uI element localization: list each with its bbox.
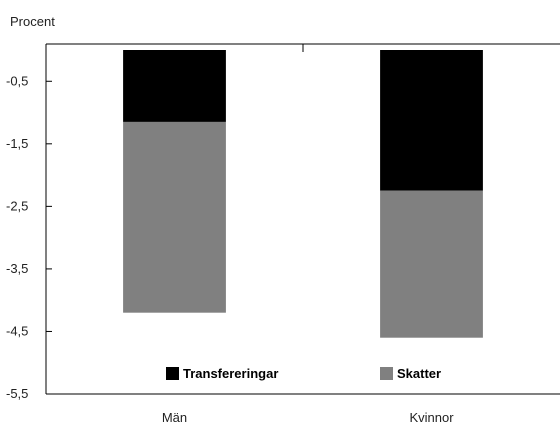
bar-transfereringar-0 xyxy=(123,50,226,122)
bar-transfereringar-1 xyxy=(380,50,483,191)
bar-skatter-0 xyxy=(123,121,226,313)
legend: Transfereringar Skatter xyxy=(166,366,441,381)
y-tick-label-3: -3,5 xyxy=(6,261,28,276)
y-ticks-layer: -0,5 -1,5 -2,5 -3,5 -4,5 -5,5 xyxy=(6,73,52,401)
legend-swatch-transfereringar xyxy=(166,367,179,380)
y-tick-label-2: -2,5 xyxy=(6,198,28,213)
x-category-label-1: Kvinnor xyxy=(409,410,454,425)
y-tick-label-4: -4,5 xyxy=(6,323,28,338)
y-tick-label-0: -0,5 xyxy=(6,73,28,88)
y-tick-label-1: -1,5 xyxy=(6,136,28,151)
x-category-label-0: Män xyxy=(162,410,187,425)
bar-skatter-1 xyxy=(380,190,483,338)
legend-label-transfereringar: Transfereringar xyxy=(183,366,278,381)
y-tick-label-5: -5,5 xyxy=(6,386,28,401)
bars-layer xyxy=(123,50,483,338)
y-axis-unit-label: Procent xyxy=(10,14,55,29)
legend-swatch-skatter xyxy=(380,367,393,380)
x-labels-layer: Män Kvinnor xyxy=(162,410,454,425)
axes-layer xyxy=(45,43,560,395)
legend-label-skatter: Skatter xyxy=(397,366,441,381)
